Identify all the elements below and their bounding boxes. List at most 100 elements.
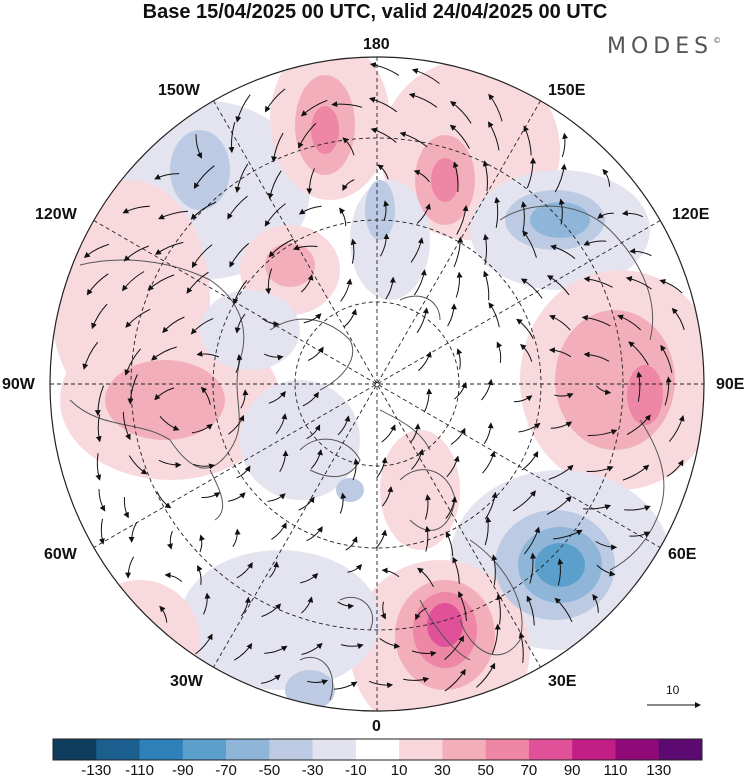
wind-arrow <box>586 466 614 472</box>
wind-arrow <box>334 681 358 690</box>
wind-arrow <box>549 314 571 331</box>
wind-arrow <box>496 341 503 363</box>
wind-arrow <box>416 307 429 334</box>
wind-arrow <box>339 492 347 514</box>
lon-label-150w: 150W <box>158 82 200 99</box>
wind-arrow <box>487 121 500 151</box>
wind-arrow <box>265 268 273 295</box>
colorbar-swatch <box>658 739 703 760</box>
colorbar-swatch <box>269 739 313 760</box>
wind-arrow <box>154 241 184 255</box>
wind-arrow <box>595 541 618 551</box>
wind-arrow <box>264 203 286 227</box>
wind-arrow <box>122 411 131 441</box>
wind-arrow <box>408 92 438 108</box>
wind-arrow <box>546 275 570 296</box>
wind-arrow <box>483 270 490 301</box>
wind-arrow <box>300 572 319 584</box>
wind-arrow <box>91 303 108 330</box>
wind-arrow <box>494 196 501 228</box>
colorbar-tick-label: 110 <box>603 762 628 779</box>
lon-label-30w: 30W <box>170 673 203 690</box>
wind-arrow <box>352 458 360 481</box>
wind-arrow <box>193 165 215 189</box>
wind-arrow <box>660 344 673 373</box>
colorbar-swatch <box>96 739 140 760</box>
wind-arrow <box>82 341 99 370</box>
wind-arrow <box>410 423 421 443</box>
wind-arrow <box>628 341 649 366</box>
wind-arrow <box>347 563 363 573</box>
wind-arrow <box>521 451 539 471</box>
wind-arrow <box>602 168 611 187</box>
wind-arrow <box>452 556 460 584</box>
wind-arrow <box>95 414 102 443</box>
wind-arrow <box>450 427 466 445</box>
wind-arrow <box>596 564 616 577</box>
wind-arrow <box>302 391 319 407</box>
wind-arrow <box>127 374 138 405</box>
wind-arrow <box>128 521 138 543</box>
wind-arrow <box>154 173 180 180</box>
wind-arrow <box>342 179 355 191</box>
wind-arrow <box>453 236 464 268</box>
wind-arrow <box>488 302 500 328</box>
wind-arrow <box>476 662 496 688</box>
wind-arrow <box>666 459 684 477</box>
wind-arrow <box>297 122 317 149</box>
wind-arrow <box>261 318 280 328</box>
wind-arrow <box>232 280 248 305</box>
wind-arrow <box>123 245 149 262</box>
wind-arrow <box>193 463 216 470</box>
colorbar-tick-label: 90 <box>563 762 581 779</box>
wind-arrow <box>583 351 610 362</box>
colorbar-swatch <box>226 739 270 760</box>
wind-arrow <box>191 423 213 434</box>
colorbar-swatch <box>53 739 97 760</box>
map-title: Base 15/04/2025 00 UTC, valid 24/04/2025… <box>142 1 608 23</box>
wind-arrow <box>417 567 434 588</box>
wind-arrow <box>446 455 460 478</box>
colorbar-swatch <box>528 739 573 760</box>
wind-arrow <box>306 168 315 195</box>
wind-arrow <box>235 354 243 374</box>
wind-arrow <box>298 496 315 511</box>
wind-arrow <box>592 593 599 613</box>
wind-arrow <box>445 531 454 557</box>
wind-arrow <box>520 278 543 299</box>
wind-arrow <box>345 536 358 551</box>
wind-arrow <box>382 486 394 507</box>
wind-arrow <box>554 392 574 399</box>
wind-arrow <box>483 422 494 445</box>
colorbar-tick-label: 130 <box>646 762 672 779</box>
wind-arrow <box>554 597 573 623</box>
wind-arrow <box>452 161 459 193</box>
wind-arrow <box>381 424 396 443</box>
wind-arrow <box>98 518 105 545</box>
wind-arrow <box>264 353 284 361</box>
modes-logo: MODES© <box>607 34 721 59</box>
wind-arrow <box>447 303 457 327</box>
wind-arrow <box>482 160 489 192</box>
wind-arrow <box>411 68 440 84</box>
wind-arrow <box>229 243 250 268</box>
wind-arrow <box>337 415 351 436</box>
wind-arrow <box>337 601 355 610</box>
wind-arrow <box>343 308 357 328</box>
wind-arrow <box>200 386 211 405</box>
reference-vector-label: 10 <box>666 683 680 697</box>
wind-arrow <box>456 348 463 370</box>
colorbar-tick-label: -70 <box>215 762 237 779</box>
wind-arrow <box>196 350 220 358</box>
wind-arrow <box>554 163 567 193</box>
wind-arrow <box>411 448 425 470</box>
wind-arrow <box>668 415 685 443</box>
wind-arrow <box>339 207 347 227</box>
wind-arrow <box>444 635 464 660</box>
wind-arrow <box>548 464 574 480</box>
colorbar-frame <box>52 738 703 761</box>
wind-arrow <box>399 131 428 148</box>
wind-arrow <box>232 528 241 547</box>
wind-arrow <box>300 99 328 117</box>
wind-arrow <box>197 565 203 585</box>
